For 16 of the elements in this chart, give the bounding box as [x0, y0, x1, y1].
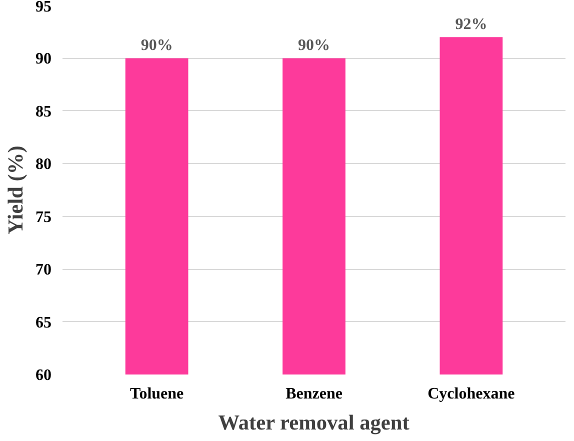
y-tick-label: 65 [36, 314, 52, 332]
x-axis-title: Water removal agent [218, 410, 410, 434]
y-tick-label: 70 [36, 262, 52, 279]
y-axis-title: Yield (%) [4, 146, 28, 234]
data-label: 92% [455, 16, 488, 34]
x-tick-label: Cyclohexane [428, 386, 515, 402]
y-tick-label: 95 [36, 0, 52, 16]
x-tick-label: Toluene [130, 386, 184, 402]
y-tick-label: 60 [36, 367, 52, 384]
data-label: 90% [298, 37, 330, 54]
y-tick-label: 85 [36, 103, 52, 120]
y-tick-label: 75 [36, 208, 52, 226]
data-label: 90% [140, 37, 173, 54]
y-tick-label: 90 [36, 50, 52, 68]
x-tick-label: Benzene [286, 386, 342, 402]
y-tick-label: 80 [36, 156, 52, 174]
